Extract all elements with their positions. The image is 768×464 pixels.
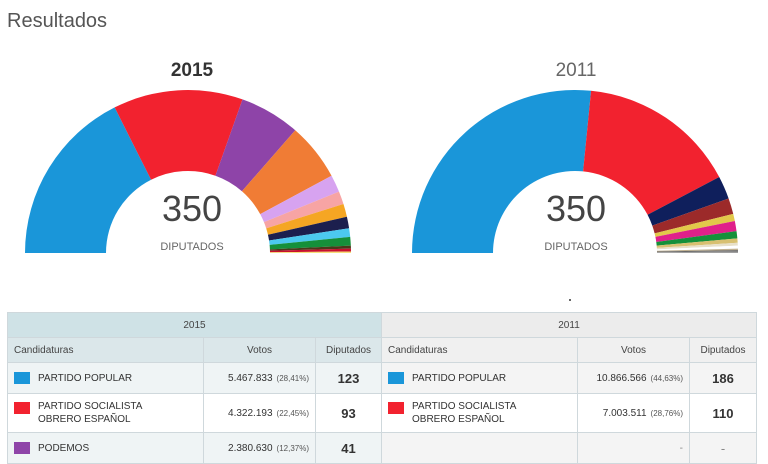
col-header-diputados: Diputados (688, 337, 758, 363)
votes-percent: (44,63%) (650, 373, 683, 383)
seat-segment-en-com- (260, 175, 340, 223)
table-row: - - (381, 432, 758, 464)
stray-dot (569, 299, 571, 301)
seat-segment-upyd (654, 213, 735, 237)
votes-value: - (679, 442, 683, 454)
party-color-swatch (388, 402, 404, 414)
seat-segment-psoe (583, 90, 720, 215)
chart-2011: 2011 350 DIPUTADOS (384, 55, 768, 265)
seat-segment-cc (269, 251, 351, 253)
total-seats-2015: 350 (161, 188, 223, 229)
votes-value: 4.322.193 (228, 407, 273, 419)
col-header-candidaturas: Candidaturas (7, 337, 204, 363)
votes-value: 2.380.630 (228, 442, 273, 454)
seats-value: 186 (688, 362, 758, 394)
seat-segment-bng (656, 242, 738, 250)
seat-segment-fac (656, 250, 738, 253)
seat-segment-erc (266, 204, 347, 235)
seat-segment-pp (412, 90, 592, 253)
seat-segment-comprom-s (656, 248, 738, 252)
table-row: PARTIDO SOCIALISTA OBRERO ESPAÑOL 4.322.… (7, 393, 382, 433)
table-row: PARTIDO POPULAR 5.467.833 (28,41%) 123 (7, 362, 382, 394)
votes-value: 10.866.566 (596, 372, 647, 384)
seats-value: 93 (315, 393, 382, 433)
col-header-votos: Votos (577, 337, 690, 363)
party-color-swatch (14, 372, 30, 384)
seat-segment-psoe (114, 90, 243, 180)
seat-segment-en-marea (269, 236, 351, 250)
seat-segment-pp (25, 107, 152, 253)
seat-segment-pnv (656, 231, 738, 246)
party-name: PARTIDO SOCIALISTA OBRERO ESPAÑOL (38, 401, 142, 425)
seats-value: 41 (315, 432, 382, 464)
seats-value: 123 (315, 362, 382, 394)
col-header-candidaturas: Candidaturas (381, 337, 578, 363)
votes-percent: (28,41%) (276, 373, 309, 383)
semicircle-chart-2011 (412, 90, 738, 253)
results-table-2015: 2015 Candidaturas Votos Diputados PARTID… (7, 312, 382, 464)
chart-title-2015: 2015 (170, 60, 214, 81)
party-name: PARTIDO POPULAR (38, 372, 133, 384)
votes-percent: (12,37%) (276, 443, 309, 453)
seat-segment-cc (656, 245, 738, 251)
votes-value: 7.003.511 (602, 407, 647, 419)
seat-segment-amaiur (655, 221, 737, 242)
seat-segment-pnv (269, 228, 351, 245)
seat-segment-bildu (269, 248, 351, 253)
results-table-2011: 2011 Candidaturas Votos Diputados PARTID… (380, 312, 758, 464)
votes-percent: (28,76%) (650, 408, 683, 418)
seats-value: 110 (688, 393, 758, 433)
total-seats-2011: 350 (545, 188, 607, 229)
seat-segment-dil (267, 216, 350, 241)
table-row: PARTIDO POPULAR 10.866.566 (44,63%) 186 (381, 362, 758, 394)
seat-segment-erc (656, 238, 738, 248)
seat-segment-ciu (647, 177, 729, 226)
seat-segment-podemos (215, 99, 296, 192)
chart-2015: 2015 350 DIPUTADOS (0, 55, 384, 265)
col-header-votos: Votos (203, 337, 316, 363)
semicircle-chart-2015 (25, 90, 351, 253)
party-name: PODEMOS (38, 442, 90, 454)
party-name: PARTIDO POPULAR (412, 372, 507, 384)
table-year-2011: 2011 (380, 312, 758, 338)
seat-segment-gbai (656, 251, 738, 253)
seat-segment-iu (652, 198, 734, 234)
table-row: PODEMOS 2.380.630 (12,37%) 41 (7, 432, 382, 464)
table-year-2015: 2015 (7, 312, 382, 338)
party-color-swatch (14, 402, 30, 414)
votes-value: 5.467.833 (228, 372, 273, 384)
seat-segment-comprom-s (263, 191, 344, 229)
party-color-swatch (388, 372, 404, 384)
chart-title-2011: 2011 (555, 60, 597, 81)
table-row: PARTIDO SOCIALISTA OBRERO ESPAÑOL 7.003.… (381, 393, 758, 433)
seat-segment-c-s (241, 130, 332, 215)
page-title: Resultados (7, 10, 108, 32)
votes-percent: (22,45%) (276, 408, 309, 418)
seats-value: - (688, 432, 758, 464)
seats-label-2015: DIPUTADOS (160, 241, 224, 253)
seat-segment-iu-up (269, 245, 351, 251)
col-header-diputados: Diputados (315, 337, 382, 363)
seats-label-2011: DIPUTADOS (544, 241, 608, 253)
party-color-swatch (14, 442, 30, 454)
party-name: PARTIDO SOCIALISTA OBRERO ESPAÑOL (412, 401, 516, 425)
